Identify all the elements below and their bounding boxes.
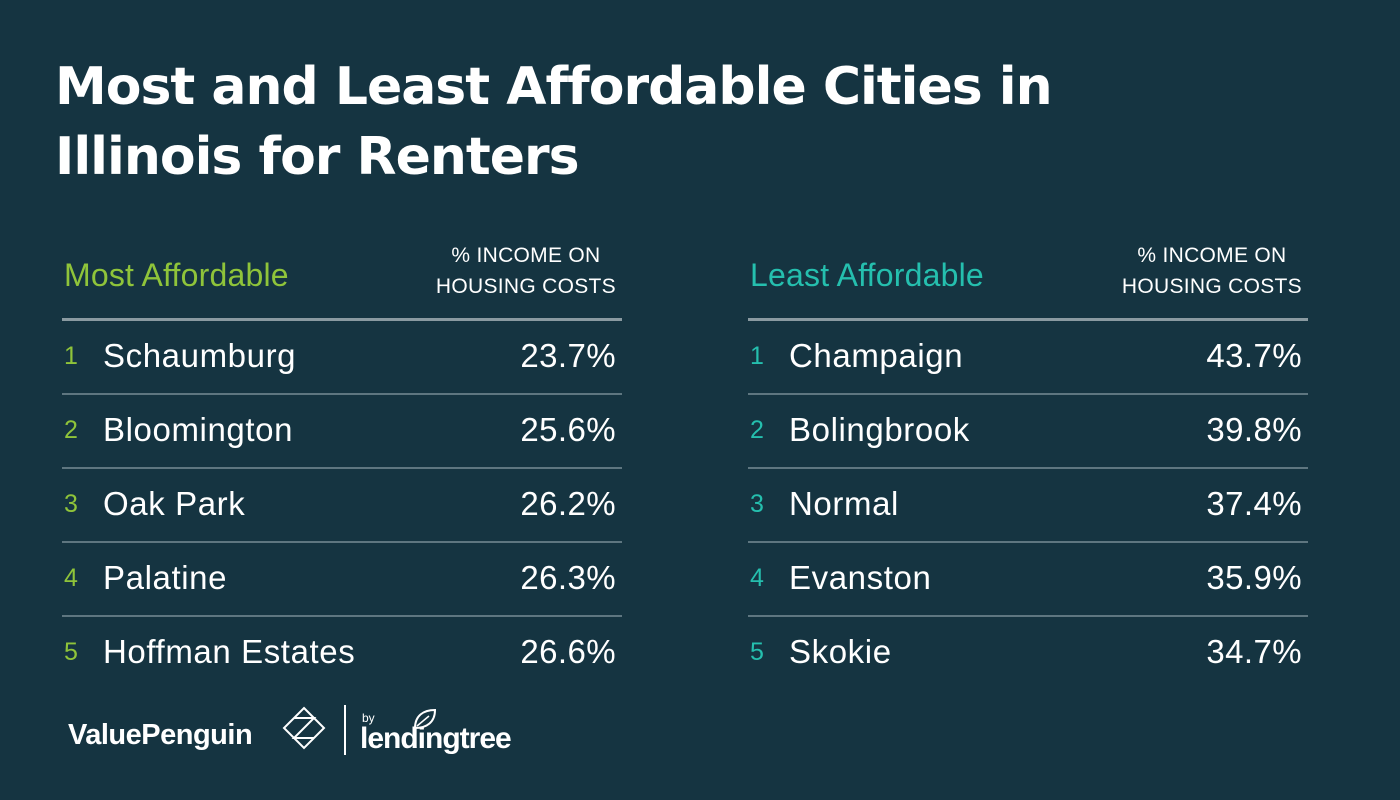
rank-number: 4: [64, 564, 78, 592]
lendingtree-leaf-icon: [413, 708, 437, 730]
table-label: Most Affordable: [64, 257, 289, 293]
city-name: Bolingbrook: [789, 411, 970, 448]
income-percent: 26.3%: [520, 559, 616, 596]
city-name: Bloomington: [103, 411, 294, 448]
column-header-line2: HOUSING COSTS: [435, 275, 616, 298]
income-percent: 34.7%: [1206, 633, 1302, 670]
income-percent: 26.6%: [520, 633, 616, 670]
page-title: Most and Least Affordable Cities in Illi…: [55, 57, 1053, 187]
rank-number: 1: [64, 342, 78, 370]
logo-divider: [344, 705, 346, 755]
most-affordable-table: Most Affordable % INCOME ON HOUSING COST…: [62, 242, 622, 689]
rank-number: 5: [64, 638, 78, 666]
income-percent: 26.2%: [520, 485, 616, 522]
table-row: 3 Oak Park 26.2%: [62, 467, 622, 541]
column-header-line1: % INCOME ON: [451, 244, 601, 267]
lendingtree-logo-text: lendingtree: [360, 722, 512, 755]
rank-number: 5: [750, 638, 764, 666]
table-row: 4 Palatine 26.3%: [62, 541, 622, 615]
city-name: Palatine: [103, 559, 228, 596]
rank-number: 2: [750, 416, 764, 444]
city-name: Skokie: [789, 633, 892, 670]
city-name: Hoffman Estates: [103, 633, 356, 670]
least-affordable-table: Least Affordable % INCOME ON HOUSING COS…: [748, 242, 1308, 689]
income-percent: 23.7%: [520, 337, 616, 374]
table-row: 2 Bolingbrook 39.8%: [748, 393, 1308, 467]
rank-number: 4: [750, 564, 764, 592]
table-header: Least Affordable % INCOME ON HOUSING COS…: [748, 242, 1308, 321]
income-percent: 37.4%: [1206, 485, 1302, 522]
table-row: 5 Hoffman Estates 26.6%: [62, 615, 622, 689]
table-header: Most Affordable % INCOME ON HOUSING COST…: [62, 242, 622, 321]
city-name: Oak Park: [103, 485, 246, 522]
valuepenguin-logo-text: ValuePenguin: [68, 719, 253, 751]
table-row: 3 Normal 37.4%: [748, 467, 1308, 541]
by-label: by: [362, 711, 375, 725]
rank-number: 3: [750, 490, 764, 518]
city-name: Normal: [789, 485, 899, 522]
income-percent: 25.6%: [520, 411, 616, 448]
city-name: Champaign: [789, 337, 964, 374]
column-header: % INCOME ON HOUSING COSTS: [436, 240, 616, 302]
city-name: Schaumburg: [103, 337, 297, 374]
city-name: Evanston: [789, 559, 932, 596]
table-row: 5 Skokie 34.7%: [748, 615, 1308, 689]
income-percent: 39.8%: [1206, 411, 1302, 448]
table-label: Least Affordable: [750, 257, 984, 293]
rank-number: 1: [750, 342, 764, 370]
column-header-line1: % INCOME ON: [1137, 244, 1287, 267]
column-header-line2: HOUSING COSTS: [1121, 275, 1302, 298]
table-row: 4 Evanston 35.9%: [748, 541, 1308, 615]
valuepenguin-logo-icon: [282, 706, 326, 750]
rank-number: 2: [64, 416, 78, 444]
column-header: % INCOME ON HOUSING COSTS: [1122, 240, 1302, 302]
rank-number: 3: [64, 490, 78, 518]
income-percent: 43.7%: [1206, 337, 1302, 374]
table-row: 1 Champaign 43.7%: [748, 321, 1308, 393]
table-row: 2 Bloomington 25.6%: [62, 393, 622, 467]
table-row: 1 Schaumburg 23.7%: [62, 321, 622, 393]
income-percent: 35.9%: [1206, 559, 1302, 596]
